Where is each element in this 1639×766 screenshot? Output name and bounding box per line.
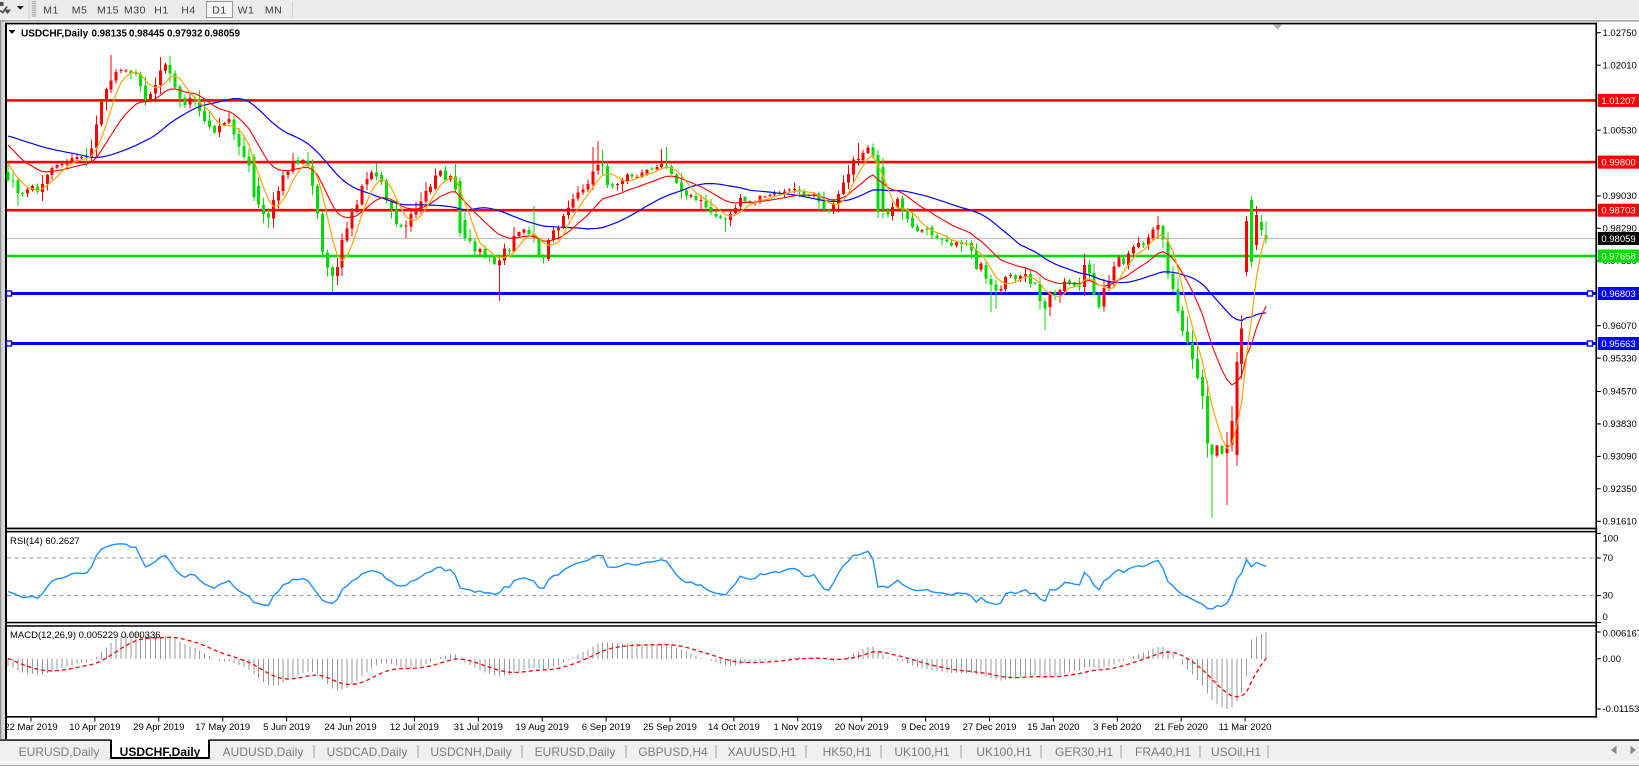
svg-text:30: 30: [1603, 591, 1614, 602]
svg-text:USDCHF,Daily: USDCHF,Daily: [21, 29, 89, 40]
svg-text:22 Mar 2019: 22 Mar 2019: [4, 722, 57, 733]
svg-text:W1: W1: [238, 5, 255, 17]
svg-text:AUDUSD,Daily: AUDUSD,Daily: [223, 745, 304, 759]
svg-text:0.98059: 0.98059: [205, 29, 241, 40]
svg-text:0.94570: 0.94570: [1603, 387, 1637, 398]
svg-text:D1: D1: [212, 5, 226, 17]
svg-text:1.02750: 1.02750: [1603, 28, 1637, 39]
svg-text:6 Sep 2019: 6 Sep 2019: [582, 722, 631, 733]
svg-text:MACD(12,26,9) 0.005229 0.00033: MACD(12,26,9) 0.005229 0.000336: [10, 630, 161, 641]
svg-text:10 Apr 2019: 10 Apr 2019: [69, 722, 120, 733]
svg-text:9 Dec 2019: 9 Dec 2019: [901, 722, 950, 733]
svg-text:GER30,H1: GER30,H1: [1055, 745, 1113, 759]
svg-text:M15: M15: [97, 5, 119, 17]
svg-text:0.92350: 0.92350: [1603, 484, 1637, 495]
svg-text:M1: M1: [43, 5, 59, 17]
svg-text:0.98290: 0.98290: [1603, 224, 1637, 235]
svg-text:70: 70: [1603, 553, 1614, 564]
svg-text:0.98135: 0.98135: [92, 29, 128, 40]
svg-text:HK50,H1: HK50,H1: [823, 745, 872, 759]
svg-text:H1: H1: [154, 5, 168, 17]
svg-text:USDCAD,Daily: USDCAD,Daily: [327, 745, 408, 759]
svg-text:0: 0: [1603, 612, 1608, 623]
svg-text:3 Feb 2020: 3 Feb 2020: [1093, 722, 1141, 733]
svg-text:UK100,H1: UK100,H1: [894, 745, 950, 759]
svg-text:XAUUSD,H1: XAUUSD,H1: [728, 745, 797, 759]
svg-text:0.98703: 0.98703: [1601, 206, 1635, 217]
svg-text:0.00: 0.00: [1603, 654, 1622, 665]
svg-text:UK100,H1: UK100,H1: [976, 745, 1032, 759]
svg-text:USOil,H1: USOil,H1: [1211, 745, 1261, 759]
svg-text:1 Nov 2019: 1 Nov 2019: [774, 722, 823, 733]
svg-text:EURUSD,Daily: EURUSD,Daily: [535, 745, 616, 759]
svg-text:0.95330: 0.95330: [1603, 353, 1637, 364]
svg-text:1.02010: 1.02010: [1603, 60, 1637, 71]
svg-text:24 Jun 2019: 24 Jun 2019: [324, 722, 376, 733]
svg-text:21 Feb 2020: 21 Feb 2020: [1155, 722, 1208, 733]
svg-text:5 Jun 2019: 5 Jun 2019: [263, 722, 310, 733]
svg-text:M30: M30: [124, 5, 146, 17]
svg-text:12 Jul 2019: 12 Jul 2019: [390, 722, 439, 733]
svg-text:M5: M5: [72, 5, 88, 17]
svg-text:0.006167: 0.006167: [1603, 629, 1639, 640]
svg-text:USDCHF,Daily: USDCHF,Daily: [120, 745, 201, 759]
svg-text:100: 100: [1603, 534, 1619, 545]
svg-text:0.93830: 0.93830: [1603, 419, 1637, 430]
svg-text:FRA40,H1: FRA40,H1: [1135, 745, 1191, 759]
svg-text:17 May 2019: 17 May 2019: [195, 722, 250, 733]
svg-text:0.96070: 0.96070: [1603, 321, 1637, 332]
svg-text:0.91610: 0.91610: [1603, 517, 1637, 528]
svg-text:25 Sep 2019: 25 Sep 2019: [643, 722, 697, 733]
svg-text:27 Dec 2019: 27 Dec 2019: [963, 722, 1017, 733]
svg-text:15 Jan 2020: 15 Jan 2020: [1027, 722, 1079, 733]
svg-text:14 Oct 2019: 14 Oct 2019: [708, 722, 760, 733]
svg-text:20 Nov 2019: 20 Nov 2019: [835, 722, 889, 733]
svg-text:0.97658: 0.97658: [1601, 251, 1635, 262]
svg-text:11 Mar 2020: 11 Mar 2020: [1219, 722, 1272, 733]
svg-text:USDCNH,Daily: USDCNH,Daily: [430, 745, 511, 759]
svg-text:RSI(14) 60.2627: RSI(14) 60.2627: [10, 536, 80, 547]
svg-text:0.93090: 0.93090: [1603, 452, 1637, 463]
svg-text:29 Apr 2019: 29 Apr 2019: [133, 722, 184, 733]
svg-text:MN: MN: [265, 5, 282, 17]
svg-text:0.98059: 0.98059: [1601, 234, 1635, 245]
svg-text:31 Jul 2019: 31 Jul 2019: [454, 722, 503, 733]
svg-text:EURUSD,Daily: EURUSD,Daily: [19, 745, 100, 759]
svg-text:GBPUSD,H4: GBPUSD,H4: [638, 745, 708, 759]
svg-text:19 Aug 2019: 19 Aug 2019: [516, 722, 569, 733]
svg-text:0.97932: 0.97932: [167, 29, 203, 40]
svg-text:H4: H4: [181, 5, 195, 17]
svg-text:1.00530: 1.00530: [1603, 125, 1637, 136]
svg-text:1.01207: 1.01207: [1601, 96, 1635, 107]
svg-text:0.96803: 0.96803: [1601, 289, 1635, 300]
svg-text:0.98445: 0.98445: [129, 29, 165, 40]
svg-text:0.99030: 0.99030: [1603, 191, 1637, 202]
svg-text:0.99800: 0.99800: [1601, 158, 1635, 169]
svg-text:0.95663: 0.95663: [1601, 339, 1635, 350]
